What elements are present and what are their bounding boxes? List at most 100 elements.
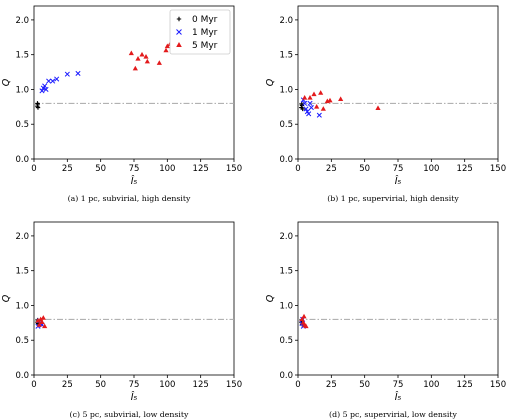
legend-label: 5 Myr (192, 41, 218, 51)
y-axis-label: Q (1, 78, 12, 86)
x-axis-label: Î₅ (395, 391, 402, 403)
legend-label: 0 Myr (192, 15, 218, 25)
data-point-5myr (164, 43, 170, 49)
data-point-1myr (42, 83, 48, 89)
x-tick-label: 0 (31, 380, 36, 390)
data-point-1myr (316, 112, 322, 118)
data-point-5myr (375, 105, 381, 111)
y-tick-label: 0.0 (15, 371, 29, 381)
data-point-0myr (35, 101, 40, 106)
y-tick-label: 0.0 (279, 371, 293, 381)
y-tick-label: 0.5 (15, 336, 29, 346)
data-point-5myr (327, 97, 333, 103)
data-point-1myr (303, 106, 309, 112)
y-tick-label: 2.0 (279, 16, 293, 26)
data-point-5myr (318, 90, 324, 95)
x-tick-label: 100 (159, 380, 175, 390)
panel-caption: (a) 1 pc, subvirial, high density (68, 194, 191, 203)
x-tick-label: 150 (490, 380, 506, 390)
x-tick-label: 0 (31, 164, 36, 174)
x-tick-label: 75 (129, 380, 140, 390)
data-point-5myr (307, 95, 313, 100)
data-point-5myr (302, 95, 308, 100)
data-point-1myr (302, 100, 308, 106)
data-point-1myr (306, 111, 312, 117)
data-point-5myr (144, 58, 150, 64)
data-point-5myr (299, 316, 305, 322)
x-tick-label: 50 (359, 164, 370, 174)
data-point-5myr (156, 60, 162, 65)
data-point-1myr (39, 88, 45, 94)
data-point-5myr (39, 319, 45, 324)
x-tick-label: 100 (423, 164, 439, 174)
y-axis-label: Q (1, 294, 12, 302)
data-point-1myr (64, 71, 70, 77)
data-point-1myr (46, 78, 52, 84)
data-point-5myr (163, 47, 169, 53)
data-point-5myr (139, 51, 145, 57)
panel-3: 0 25 50 75 100 125 150 0.0 0.5 1.0 1.5 2.0 Î₅ Q (c) 5 … (1, 221, 242, 419)
data-point-5myr (314, 104, 320, 109)
x-tick-label: 25 (326, 380, 337, 390)
panel-caption: (d) 5 pc, supervirial, low density (329, 410, 457, 419)
data-point-5myr (303, 323, 309, 329)
data-point-1myr (43, 86, 49, 93)
x-tick-label: 150 (490, 164, 506, 174)
y-tick-label: 1.5 (279, 267, 293, 277)
y-tick-label: 0.5 (15, 120, 29, 130)
x-tick-label: 50 (95, 380, 106, 390)
x-tick-label: 50 (359, 380, 370, 390)
data-point-5myr (35, 317, 41, 323)
legend-marker-0myr (176, 16, 182, 22)
data-point-5myr (42, 323, 48, 329)
data-point-5myr (143, 53, 149, 59)
x-tick-label: 0 (295, 380, 300, 390)
y-tick-label: 0.0 (15, 155, 29, 165)
data-point-5myr (338, 96, 344, 101)
axes-frame (33, 221, 235, 376)
x-tick-label: 150 (226, 164, 242, 174)
y-tick-label: 1.0 (279, 301, 293, 311)
data-point-0myr (35, 105, 41, 110)
data-point-5myr (36, 322, 42, 327)
x-tick-label: 0 (295, 164, 300, 174)
x-axis-label: Î₅ (131, 175, 138, 187)
y-tick-label: 0.0 (279, 155, 293, 165)
panel-1: 0 25 50 75 100 125 150 0.0 0.5 1.0 1.5 2.0 Î₅ Q (a) 1 … (1, 5, 242, 203)
x-axis-label: Î₅ (395, 175, 402, 187)
data-point-1myr (307, 100, 313, 106)
y-tick-label: 1.5 (15, 51, 29, 61)
legend-marker-1myr (176, 29, 182, 35)
data-point-0myr (299, 101, 304, 107)
data-point-1myr (75, 70, 81, 77)
legend-marker-5myr (176, 42, 182, 47)
data-point-5myr (135, 56, 141, 61)
data-point-5myr (40, 315, 46, 320)
x-tick-label: 75 (129, 164, 140, 174)
panel-4: 0 25 50 75 100 125 150 0.0 0.5 1.0 1.5 2.0 Î₅ Q (d) 5 … (265, 221, 506, 419)
data-point-5myr (311, 91, 317, 97)
panel-2: 0 25 50 75 100 125 150 0.0 0.5 1.0 1.5 2.0 Î₅ Q (b) 1 … (265, 5, 506, 203)
x-tick-label: 150 (226, 380, 242, 390)
x-tick-label: 100 (159, 164, 175, 174)
y-tick-label: 0.5 (279, 336, 293, 346)
y-tick-label: 1.5 (279, 51, 293, 61)
legend: 0 Myr 1 Myr 5 Myr (169, 9, 231, 55)
y-tick-label: 1.0 (279, 85, 293, 95)
data-point-0myr (300, 106, 305, 112)
y-tick-label: 2.0 (15, 232, 29, 242)
y-tick-label: 2.0 (15, 16, 29, 26)
data-point-1myr (308, 104, 314, 111)
axes-frame (297, 221, 499, 376)
axes-frame (297, 5, 499, 160)
data-point-5myr (132, 65, 138, 71)
y-tick-label: 2.0 (279, 232, 293, 242)
x-tick-label: 75 (393, 380, 404, 390)
x-tick-label: 125 (457, 164, 473, 174)
x-tick-label: 50 (95, 164, 106, 174)
x-tick-label: 125 (193, 164, 209, 174)
x-tick-label: 25 (62, 380, 73, 390)
x-axis-label: Î₅ (131, 391, 138, 403)
x-tick-label: 100 (423, 380, 439, 390)
